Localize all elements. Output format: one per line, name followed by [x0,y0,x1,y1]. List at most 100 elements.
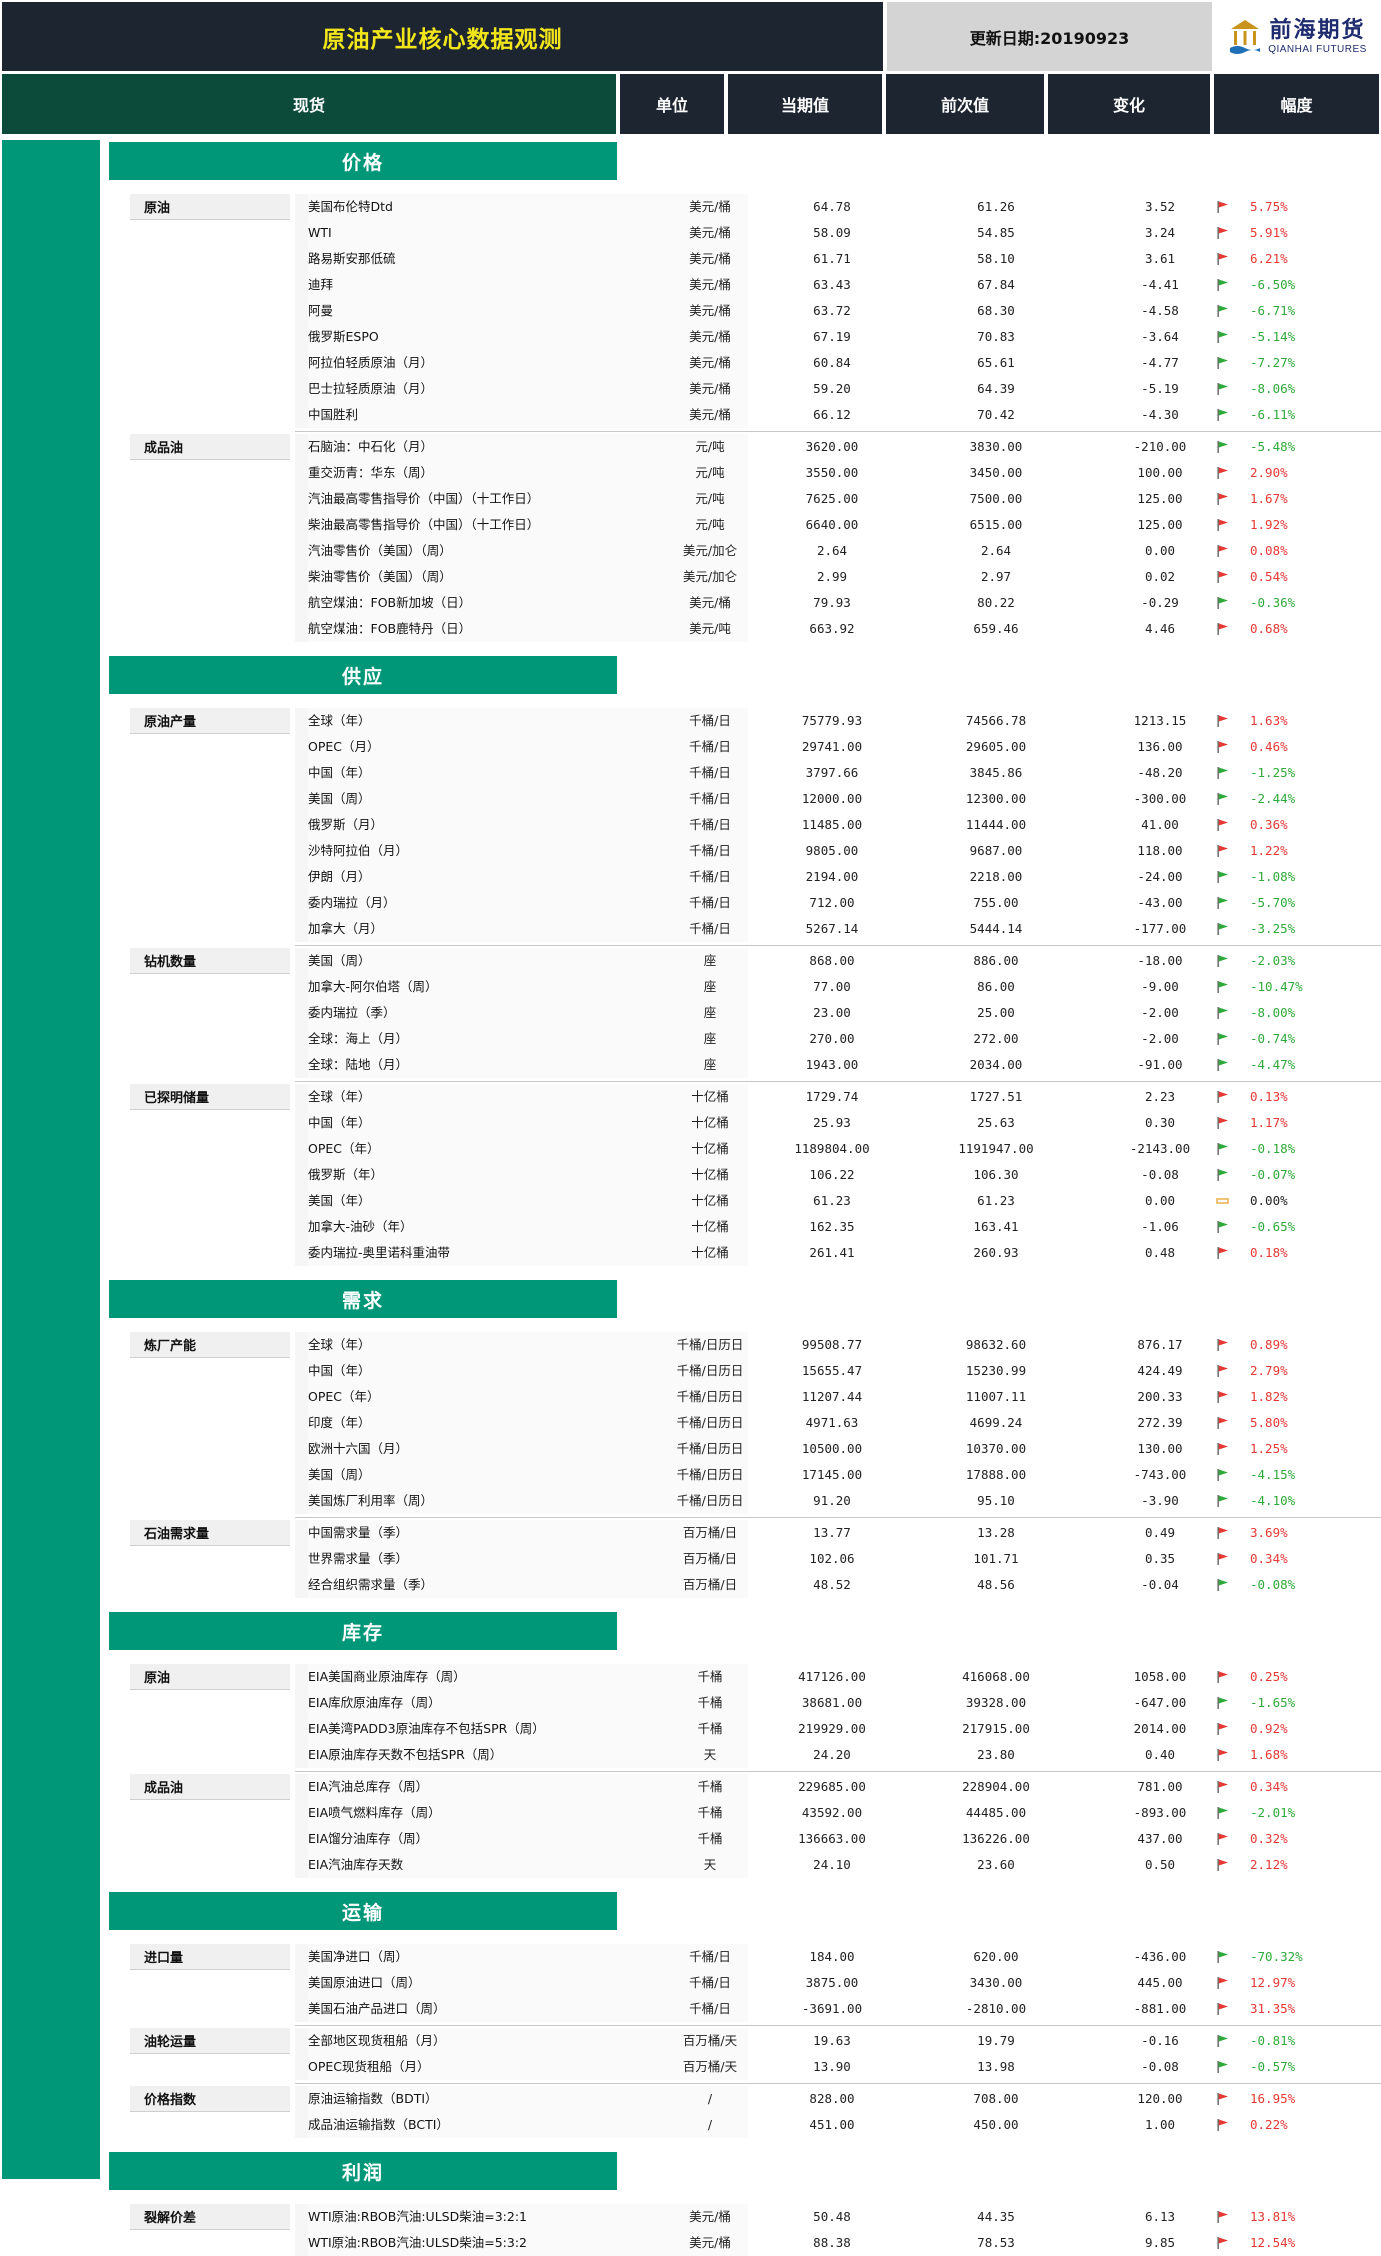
change-value: 0.48 [1144,1245,1176,1260]
pct-change: -0.18% [1250,1141,1296,1156]
current-value: 712.00 [809,895,855,910]
pct-change: -2.01% [1250,1805,1296,1820]
unit-cell: 十亿桶 [691,1193,729,1208]
table-row: 航空煤油：FOB新加坡（日） 美元/桶 79.93 80.22 -0.29 -0.36% [130,590,1381,616]
change-value: -4.77 [1141,355,1179,370]
item-name: 美国石油产品进口（周） [308,1996,748,2022]
item-name: 美国（周） [308,1462,748,1488]
pct-change: -70.32% [1250,1949,1303,1964]
change-value: -4.41 [1141,277,1179,292]
current-value: 3550.00 [805,465,859,480]
table-row: EIA美国商业原油库存（周） 千桶 417126.00 416068.00 1058.0… [130,1664,1381,1690]
table-row: 美国（周） 千桶/日 12000.00 12300.00 -300.00 -2.44% [130,786,1381,812]
table-row: OPEC现货租船（月） 百万桶/天 13.90 13.98 -0.08 -0.57% [130,2054,1381,2080]
change-value: 2.23 [1144,1089,1176,1104]
change-value: 1058.00 [1133,1669,1187,1684]
current-value: 63.43 [813,277,851,292]
table-row: 中国（年） 千桶/日 3797.66 3845.86 -48.20 -1.25% [130,760,1381,786]
item-name: 成品油运输指数（BCTI） [308,2112,748,2138]
change-value: 4.46 [1144,621,1176,636]
unit-cell: 元/吨 [695,491,725,506]
unit-cell: / [707,2117,713,2132]
item-name: 石脑油：中石化（月） [308,434,748,460]
unit-cell: 美元/加仑 [682,569,738,584]
change-value: 125.00 [1137,491,1183,506]
table-row: 委内瑞拉（季）座 23.00 25.00 -2.00 -8.00% [130,1000,1381,1026]
item-name: 美国原油进口（周） [308,1970,748,1996]
table-row: 石脑油：中石化（月） 元/吨 3620.00 3830.00 -210.00 -5.48% [130,434,1381,460]
current-value: 3875.00 [805,1975,859,1990]
unit-cell: 千桶/日历日 [676,1493,744,1508]
change-value: 272.39 [1137,1415,1183,1430]
logo-en-text: QIANHAI FUTURES [1268,43,1367,55]
previous-value: 78.53 [977,2235,1015,2250]
red-flag-up-icon [1217,1365,1228,1377]
item-name: 阿曼 [308,298,748,324]
unit-cell: 座 [703,1057,717,1072]
item-name: 印度（年） [308,1410,748,1436]
row-group: 原油 美国布伦特Dtd 美元/桶 64.78 61.26 3.52 5.75% WTI 美元/桶… [130,194,1381,428]
current-value: 61.23 [813,1193,851,1208]
item-name: 伊朗（月） [308,864,748,890]
group-label: 钻机数量 [130,948,290,974]
pct-change: 0.18% [1250,1245,1288,1260]
item-name: 中国（年） [308,1358,748,1384]
red-flag-up-icon [1217,1339,1228,1351]
red-flag-up-icon [1217,1781,1228,1793]
unit-cell: 美元/桶 [689,355,731,370]
row-group: 裂解价差 WTI原油:RBOB汽油:ULSD柴油=3:2:1 美元/桶 50.48 44… [130,2204,1381,2256]
unit-cell: 美元/桶 [689,225,731,240]
pct-change: 0.08% [1250,543,1288,558]
group-divider [295,945,1381,946]
previous-value: 7500.00 [969,491,1023,506]
group-label: 成品油 [130,1774,290,1800]
item-name: 阿拉伯轻质原油（月） [308,350,748,376]
pct-change: 1.17% [1250,1115,1288,1130]
red-flag-up-icon [1217,1091,1228,1103]
previous-value: 217915.00 [962,1721,1030,1736]
unit-cell: 千桶/日 [689,2001,731,2016]
table-row: EIA汽油总库存（周） 千桶 229685.00 228904.00 781.00 0.3… [130,1774,1381,1800]
table-row: 全球（年） 十亿桶 1729.74 1727.51 2.23 0.13% [130,1084,1381,1110]
change-value: -0.08 [1141,1167,1179,1182]
unit-cell: 美元/桶 [689,277,731,292]
red-flag-up-icon [1217,845,1228,857]
group-label: 成品油 [130,434,290,460]
current-value: 2.64 [816,543,848,558]
green-flag-down-icon [1217,793,1228,805]
table-row: 加拿大-阿尔伯塔（周）座 77.00 86.00 -9.00 -10.47% [130,974,1381,1000]
green-flag-down-icon [1217,1059,1228,1071]
logo-cn-text: 前海期货 [1269,16,1366,43]
current-value: 162.35 [809,1219,855,1234]
item-name: OPEC现货租船（月） [308,2054,748,2080]
previous-value: 25.63 [977,1115,1015,1130]
red-flag-up-icon [1217,1527,1228,1539]
red-flag-up-icon [1217,1417,1228,1429]
change-value: 200.33 [1137,1389,1183,1404]
group-label: 进口量 [130,1944,290,1970]
previous-value: 25.00 [977,1005,1015,1020]
previous-value: 44485.00 [965,1805,1027,1820]
previous-value: 12300.00 [965,791,1027,806]
pct-change: -0.81% [1250,2033,1296,2048]
group-divider [295,2025,1381,2026]
previous-value: 450.00 [973,2117,1019,2132]
current-value: 663.92 [809,621,855,636]
item-name: 汽油最高零售指导价（中国）（十工作日） [308,486,748,512]
unit-cell: 美元/吨 [689,621,731,636]
table-row: 沙特阿拉伯（月） 千桶/日 9805.00 9687.00 118.00 1.22% [130,838,1381,864]
pct-change: -6.71% [1250,303,1296,318]
change-value: 0.00 [1144,1193,1176,1208]
pct-change: -6.11% [1250,407,1296,422]
current-value: 102.06 [809,1551,855,1566]
item-name: 美国（周） [308,948,748,974]
unit-cell: 千桶/日历日 [676,1441,744,1456]
red-flag-up-icon [1217,2211,1228,2223]
pct-change: 5.80% [1250,1415,1288,1430]
current-value: 1189804.00 [794,1141,870,1156]
table-row: 中国胜利 美元/桶 66.12 70.42 -4.30 -6.11% [130,402,1381,428]
pct-change: 2.79% [1250,1363,1288,1378]
pct-change: 12.97% [1250,1975,1296,1990]
section-header: 需求 [109,1280,617,1318]
current-value: 3620.00 [805,439,859,454]
